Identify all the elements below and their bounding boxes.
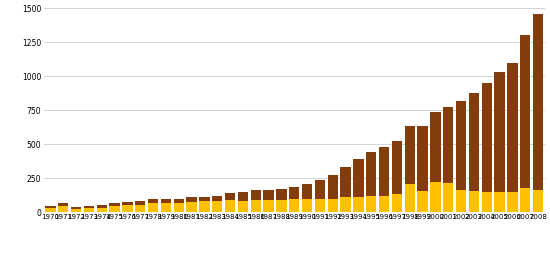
Bar [315,199,325,212]
Bar [122,205,133,212]
Bar [353,159,364,197]
Bar [263,200,274,212]
Bar [328,199,338,212]
Bar [276,189,287,200]
Bar [315,180,325,199]
Bar [340,167,351,197]
Bar [263,190,274,200]
Bar [469,93,479,191]
Bar [225,193,235,200]
Bar [456,101,466,190]
Bar [276,200,287,212]
Bar [443,107,453,183]
Bar [84,208,94,212]
Bar [45,206,56,208]
Bar [186,202,197,212]
Bar [379,196,389,212]
Bar [392,141,402,194]
Bar [148,203,158,212]
Bar [366,196,376,212]
Bar [71,209,81,212]
Bar [302,199,312,212]
Bar [405,184,415,212]
Bar [533,190,543,212]
Bar [58,206,68,212]
Bar [520,35,530,188]
Bar [97,208,107,212]
Bar [328,175,338,199]
Bar [405,126,415,184]
Bar [122,202,133,205]
Bar [212,196,222,201]
Bar [135,201,145,205]
Bar [251,200,261,212]
Bar [430,182,441,212]
Bar [174,203,184,212]
Bar [225,200,235,212]
Bar [392,194,402,212]
Bar [417,126,428,191]
Bar [109,203,120,206]
Bar [482,83,492,192]
Bar [494,72,505,192]
Bar [494,192,505,212]
Bar [469,191,479,212]
Bar [340,197,351,212]
Bar [174,199,184,203]
Bar [161,199,171,203]
Bar [417,191,428,212]
Bar [353,197,364,212]
Bar [456,190,466,212]
Bar [199,201,210,212]
Bar [109,206,120,212]
Bar [84,206,94,208]
Bar [251,190,261,200]
Bar [97,205,107,208]
Bar [507,63,518,192]
Bar [212,201,222,212]
Bar [520,188,530,212]
Bar [45,208,56,212]
Bar [148,199,158,203]
Bar [379,147,389,196]
Bar [135,205,145,212]
Bar [302,184,312,199]
Bar [533,14,543,190]
Bar [366,152,376,196]
Bar [58,203,68,206]
Bar [430,112,441,182]
Bar [289,199,299,212]
Bar [238,193,248,201]
Bar [507,192,518,212]
Bar [238,201,248,212]
Bar [443,183,453,212]
Bar [199,196,210,201]
Bar [161,203,171,212]
Bar [71,207,81,209]
Bar [289,187,299,199]
Bar [186,197,197,202]
Bar [482,192,492,212]
